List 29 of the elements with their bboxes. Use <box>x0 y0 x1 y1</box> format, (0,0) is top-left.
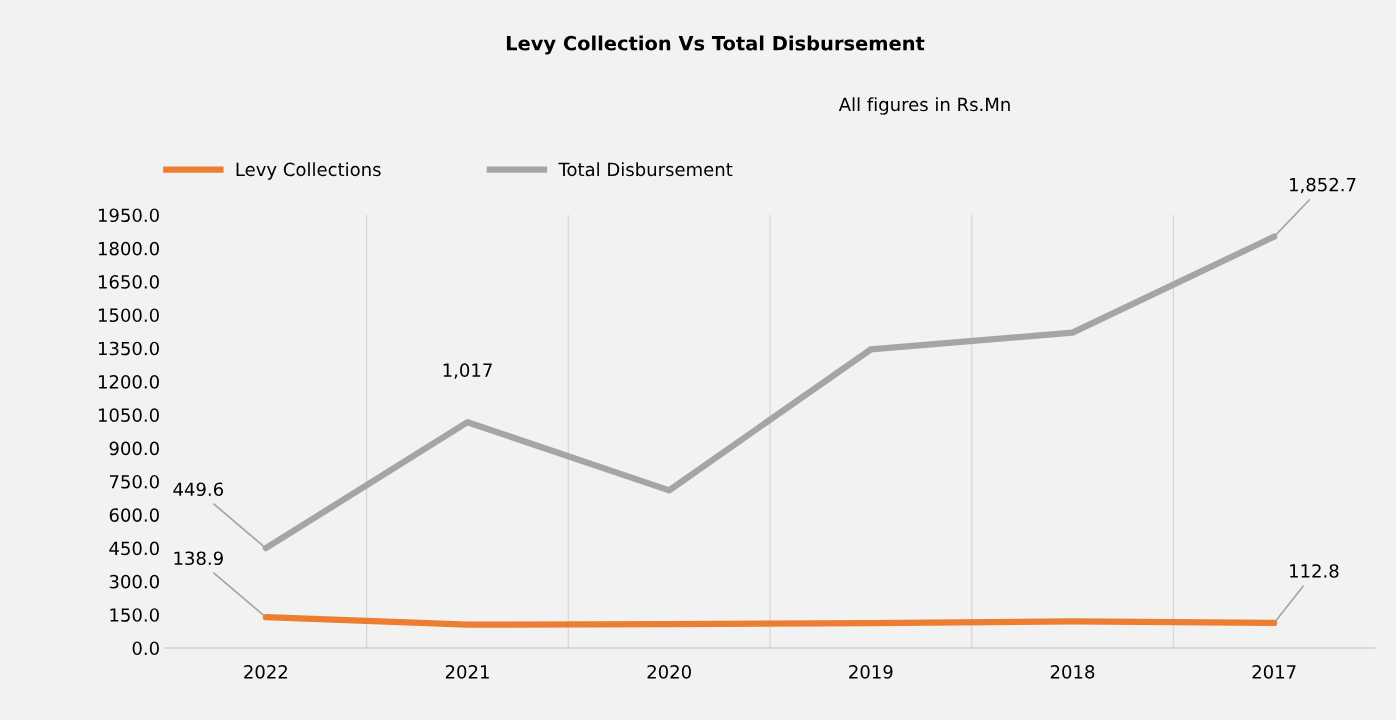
data-label: 112.8 <box>1290 564 1339 578</box>
y-tick-label: 150.0 <box>110 608 159 622</box>
y-tick-label: 1950.0 <box>98 208 159 223</box>
x-tick-label: 2020 <box>647 664 691 679</box>
y-tick-label: 450.0 <box>109 541 159 556</box>
x-tick-label: 2022 <box>244 664 287 679</box>
data-label: 1,852.7 <box>1290 177 1356 194</box>
legend-label: Levy Collections <box>236 162 381 180</box>
legend-label: Total Disbursement <box>558 162 733 177</box>
y-tick-label: 0.0 <box>132 641 159 656</box>
y-tick-label: 1500.0 <box>98 308 159 323</box>
y-tick-label: 600.0 <box>109 508 159 522</box>
chart-subtitle: All figures in Rs.Mn <box>838 97 1010 115</box>
x-tick-label: 2017 <box>1252 664 1296 679</box>
chart-title: Levy Collection Vs Total Disbursement <box>506 35 925 55</box>
data-label: 1,017 <box>443 363 492 379</box>
y-tick-label: 900.0 <box>109 441 159 456</box>
y-tick-label: 1200.0 <box>98 375 159 389</box>
x-tick-label: 2018 <box>1050 664 1095 679</box>
x-tick-label: 2019 <box>849 664 893 679</box>
data-label: 138.9 <box>174 551 223 566</box>
y-tick-label: 750.0 <box>109 474 159 489</box>
data-label: 449.6 <box>173 482 224 497</box>
y-tick-label: 300.0 <box>109 574 159 589</box>
y-tick-label: 1800.0 <box>98 241 159 256</box>
y-tick-label: 1050.0 <box>98 408 159 422</box>
y-tick-label: 1350.0 <box>98 341 159 356</box>
x-tick-label: 2021 <box>445 664 489 679</box>
y-tick-label: 1650.0 <box>98 275 159 289</box>
